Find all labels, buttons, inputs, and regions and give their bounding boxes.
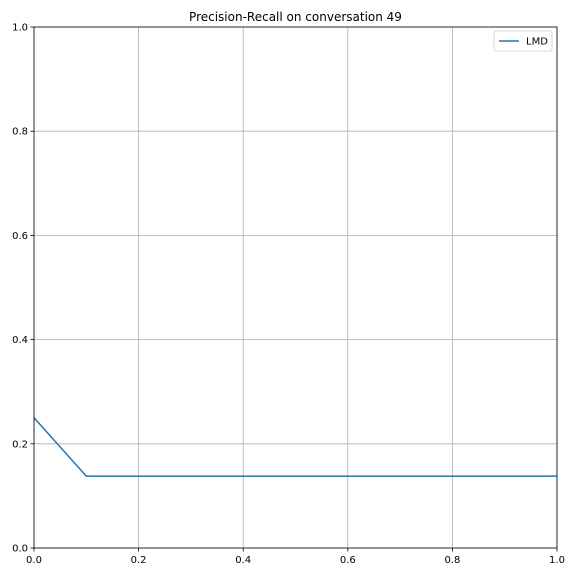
x-tick-label-2: 0.4 [235,555,251,566]
series-line-0 [33,417,557,477]
ticks-layer: 0.0 0.2 0.4 0.6 0.8 1.0 0.0 0.2 0.4 0.6 0.8 1.0 [12,23,565,567]
x-tick-label-5: 1.0 [549,555,565,566]
legend: LMD [493,30,553,52]
y-tick-label-0: 0.0 [12,544,28,555]
axes-frame [33,26,558,549]
grid-layer [33,26,558,549]
x-tick-label-3: 0.6 [340,555,356,566]
x-tick-label-1: 0.2 [131,555,147,566]
y-tick-label-1: 0.2 [12,439,28,450]
legend-box [493,30,553,52]
y-tick-label-4: 0.8 [12,127,28,138]
chart-title: Precision-Recall on conversation 49 [189,10,402,24]
x-tick-label-0: 0.0 [26,555,42,566]
y-tick-label-3: 0.6 [12,231,28,242]
y-tick-label-5: 1.0 [12,23,28,34]
y-tick-label-2: 0.4 [12,335,28,346]
x-tick-label-4: 0.8 [444,555,460,566]
series-layer [33,417,557,477]
legend-label-0: LMD [526,37,548,48]
